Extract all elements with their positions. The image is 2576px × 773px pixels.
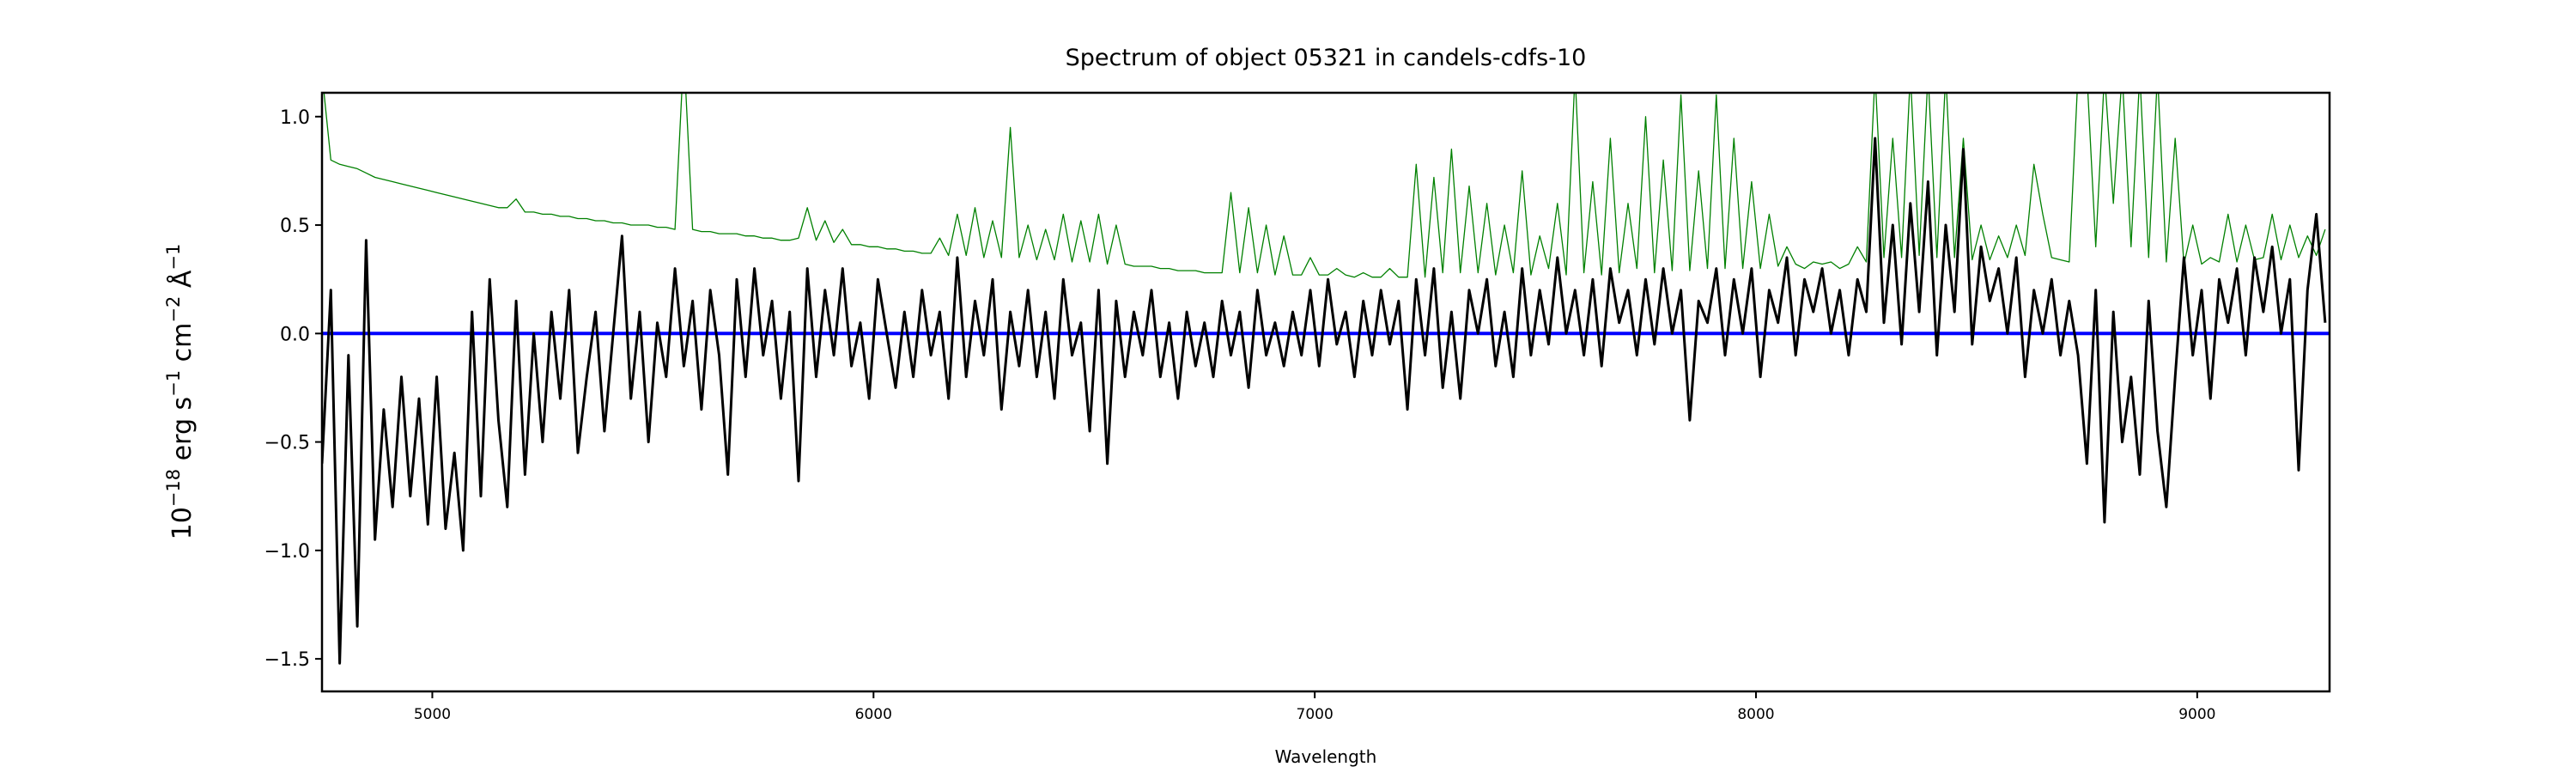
y-label-t3: Å bbox=[167, 270, 197, 296]
y-label-exp3: −2 bbox=[163, 296, 184, 323]
y-label-t1: erg s bbox=[167, 397, 197, 469]
x-tick-label: 7000 bbox=[1297, 706, 1334, 723]
y-tick-label: 0.5 bbox=[280, 216, 310, 237]
x-tick-label: 5000 bbox=[414, 706, 451, 723]
y-tick-label: 1.0 bbox=[280, 107, 310, 129]
y-tick-label: 0.0 bbox=[280, 324, 310, 345]
y-label-exp1: −18 bbox=[163, 469, 184, 507]
x-tick-label: 8000 bbox=[1737, 706, 1774, 723]
y-axis-label: 10−18 erg s−1 cm−2 Å−1 bbox=[163, 244, 197, 540]
x-axis-ticks: 5000 6000 7000 8000 9000 bbox=[414, 691, 2215, 723]
y-tick-label: −1.0 bbox=[264, 541, 310, 563]
plot-frame bbox=[320, 91, 2331, 693]
y-label-exp4: −1 bbox=[163, 244, 184, 271]
y-label-t2: cm bbox=[167, 323, 197, 370]
chart-title: Spectrum of object 05321 in candels-cdfs… bbox=[1066, 45, 1587, 71]
y-tick-label: −1.5 bbox=[264, 649, 310, 671]
y-label-base: 10 bbox=[167, 507, 197, 539]
x-axis-label: Wavelength bbox=[1275, 746, 1377, 767]
error-series-line bbox=[323, 93, 2326, 278]
x-tick-label: 6000 bbox=[855, 706, 892, 723]
y-tick-label: −0.5 bbox=[264, 433, 310, 454]
series-layer bbox=[322, 93, 2330, 665]
y-axis-ticks: 1.0 0.5 0.0 −0.5 −1.0 −1.5 bbox=[264, 107, 322, 671]
flux-series-line bbox=[322, 137, 2327, 665]
y-label-exp2: −1 bbox=[163, 370, 184, 397]
x-tick-label: 9000 bbox=[2178, 706, 2215, 723]
